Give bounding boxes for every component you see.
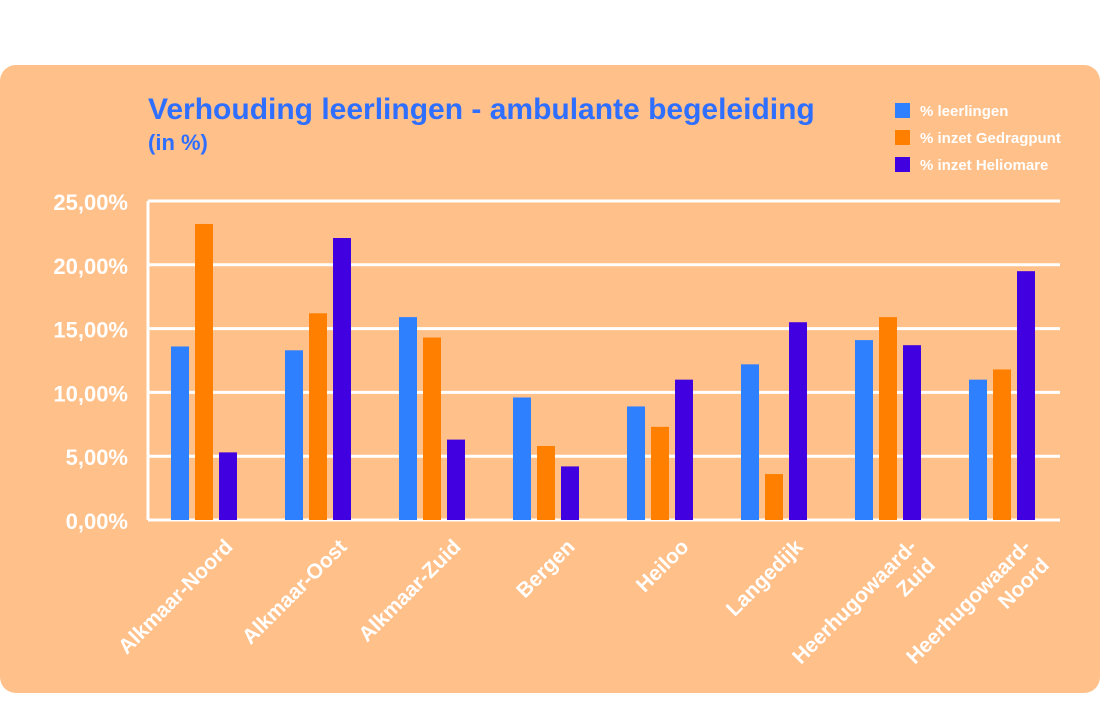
bar xyxy=(195,223,213,520)
bar xyxy=(675,379,693,520)
bar xyxy=(879,317,897,520)
legend-label: % leerlingen xyxy=(920,103,1008,120)
bar xyxy=(969,379,987,520)
legend-swatch xyxy=(895,130,910,145)
y-tick-label: 0,00% xyxy=(66,509,128,534)
legend-label: % inzet Gedragpunt xyxy=(920,130,1061,147)
chart-card: Verhouding leerlingen - ambulante begele… xyxy=(0,65,1100,693)
bar xyxy=(537,445,555,520)
legend-swatch xyxy=(895,157,910,172)
chart-subtitle: (in %) xyxy=(148,130,208,155)
chart-title: Verhouding leerlingen - ambulante begele… xyxy=(148,93,815,126)
bar xyxy=(561,466,579,520)
y-tick-label: 5,00% xyxy=(66,445,128,470)
bar xyxy=(447,439,465,520)
bar xyxy=(1017,271,1035,520)
bar xyxy=(903,345,921,520)
bar xyxy=(171,346,189,520)
bar xyxy=(651,426,669,520)
bar xyxy=(333,238,351,520)
bar xyxy=(765,474,783,520)
bar xyxy=(399,317,417,520)
y-tick-label: 15,00% xyxy=(53,318,128,343)
bar xyxy=(789,322,807,520)
bar xyxy=(285,350,303,520)
bar xyxy=(627,406,645,520)
bar xyxy=(993,369,1011,520)
y-tick-label: 25,00% xyxy=(53,190,128,215)
bar xyxy=(309,313,327,520)
bar xyxy=(219,452,237,520)
legend-swatch xyxy=(895,103,910,118)
bar-chart: Verhouding leerlingen - ambulante begele… xyxy=(0,65,1100,693)
y-tick-label: 10,00% xyxy=(53,381,128,406)
bar xyxy=(741,364,759,520)
bar xyxy=(513,397,531,520)
legend-label: % inzet Heliomare xyxy=(920,157,1048,174)
bar xyxy=(855,340,873,520)
bar xyxy=(423,337,441,520)
y-tick-label: 20,00% xyxy=(53,254,128,279)
